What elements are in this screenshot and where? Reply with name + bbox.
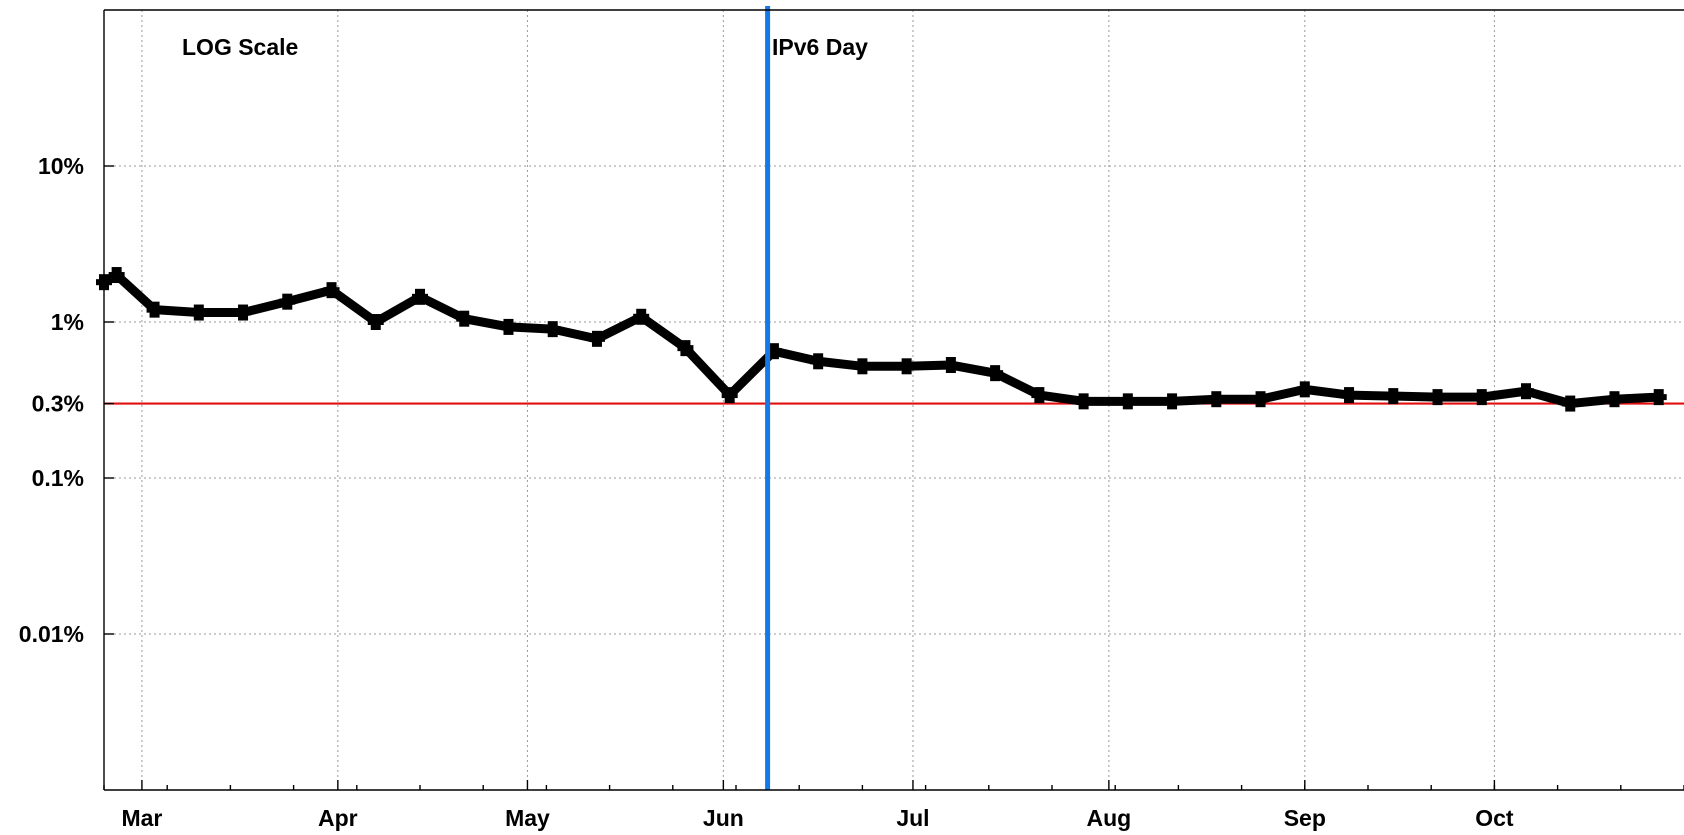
data-point-bar: [412, 293, 428, 300]
data-point-bar: [323, 287, 340, 294]
event-label: IPv6 Day: [772, 34, 868, 60]
data-point-bar: [854, 363, 871, 370]
x-tick-label: Oct: [1475, 805, 1514, 831]
data-point-bar: [500, 323, 517, 330]
grid-lines: [104, 10, 1684, 790]
data-point-bar: [1208, 396, 1225, 403]
data-point-bar: [588, 335, 605, 342]
data-point-bar: [677, 345, 694, 352]
data-point-bar: [898, 363, 915, 370]
data-point-bar: [1252, 396, 1269, 403]
data-point-bar: [765, 348, 782, 355]
axes: [103, 9, 1684, 791]
data-point-bar: [279, 298, 296, 305]
data-point-bar: [235, 309, 252, 316]
data-point-bar: [1606, 396, 1623, 403]
x-tick-label: Apr: [318, 805, 358, 831]
data-point-bar: [544, 326, 561, 333]
x-tick-label: Jul: [896, 805, 929, 831]
data-point-bar: [146, 306, 163, 313]
x-tick-label: Jun: [703, 805, 744, 831]
data-point-bar: [942, 362, 959, 369]
data-point-bar: [1031, 392, 1048, 399]
data-point-bar: [1518, 388, 1534, 395]
data-point-bar: [1473, 394, 1490, 401]
data-point-bar: [1119, 398, 1136, 405]
y-tick-label: 1%: [51, 309, 84, 335]
data-point-bar: [1164, 398, 1181, 405]
data-point-bar: [190, 309, 207, 316]
y-tick-label: 0.3%: [32, 391, 84, 417]
series-line: [99, 270, 1664, 409]
data-point-bar: [1341, 392, 1358, 399]
data-point-bar: [367, 319, 384, 325]
data-point-bar: [987, 370, 1004, 377]
y-tick-label: 10%: [38, 153, 84, 179]
data-point-bar: [456, 315, 473, 322]
data-point-bar: [1562, 400, 1579, 407]
data-point-bar: [1429, 394, 1446, 401]
x-tick-label: Aug: [1087, 805, 1132, 831]
scale-note: LOG Scale: [182, 34, 298, 60]
tick-labels: 10% 1% 0.3% 0.1% 0.01% Mar Apr May Jun Jul Aug Sep O…: [19, 153, 1514, 831]
data-point-bar: [1075, 398, 1092, 405]
series-layer: [96, 267, 1667, 412]
y-tick-label: 0.1%: [32, 465, 84, 491]
x-tick-label: Mar: [121, 805, 162, 831]
x-tick-label: May: [505, 805, 550, 831]
data-point-bar: [1385, 393, 1402, 400]
x-tick-label: Sep: [1284, 805, 1326, 831]
data-point-bar: [721, 392, 738, 399]
data-point-bar: [633, 313, 650, 320]
data-point-bar: [810, 358, 827, 365]
y-tick-label: 0.01%: [19, 621, 84, 647]
data-point-bar: [108, 272, 125, 279]
data-point-bar: [1650, 394, 1667, 401]
data-point-bar: [1296, 386, 1313, 393]
